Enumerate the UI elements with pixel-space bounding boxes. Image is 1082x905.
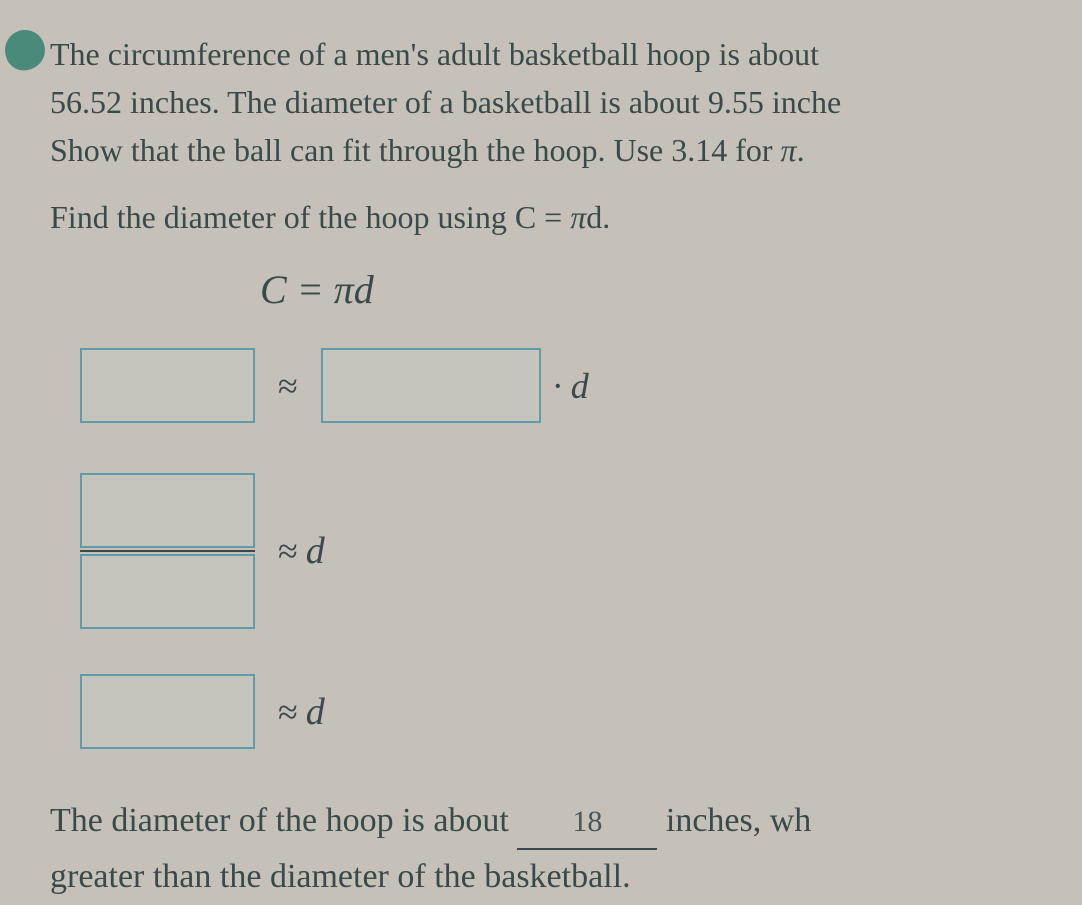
pi-symbol: π: [781, 132, 797, 168]
result-row: ≈ d: [80, 674, 1062, 749]
approx-3: ≈: [278, 691, 298, 733]
problem-line2: 56.52 inches. The diameter of a basketba…: [50, 84, 841, 120]
d-var-3: d: [306, 690, 325, 734]
conclusion-part3: greater than the diameter of the basketb…: [50, 858, 631, 895]
math-work-area: C = πd ≈ · d ≈ d ≈ d: [80, 266, 1062, 749]
formula-d: d: [354, 267, 374, 312]
problem-line1: The circumference of a men's adult baske…: [50, 36, 819, 72]
formula-pi: π: [334, 267, 354, 312]
fraction-line: [80, 550, 255, 552]
fraction-box: [80, 473, 255, 629]
instruction-text: Find the diameter of the hoop using C = …: [50, 199, 1062, 236]
input-denominator[interactable]: [80, 554, 255, 629]
conclusion-text: The diameter of the hoop is about 18 inc…: [50, 794, 1062, 905]
pi-symbol-2: π: [570, 199, 586, 235]
input-circumference[interactable]: [80, 348, 255, 423]
problem-line3: Show that the ball can fit through the h…: [50, 132, 781, 168]
instruction-suffix: d.: [586, 199, 610, 235]
formula-display: C = πd: [260, 266, 374, 313]
d-var-1: d: [571, 366, 589, 406]
input-pi-value[interactable]: [321, 348, 541, 423]
answer-blank[interactable]: 18: [517, 794, 657, 850]
formula-row: C = πd: [80, 266, 1062, 313]
conclusion-part1: The diameter of the hoop is about: [50, 802, 517, 839]
problem-badge: [1, 26, 50, 75]
conclusion-part2: inches, wh: [657, 802, 811, 839]
approx-1: ≈: [278, 365, 298, 407]
approx-2: ≈: [278, 530, 298, 572]
substitution-row: ≈ · d: [80, 348, 1062, 423]
dot-d-1: · d: [553, 365, 589, 407]
problem-statement: The circumference of a men's adult baske…: [50, 30, 1062, 174]
dot-symbol: ·: [553, 366, 562, 406]
period: .: [797, 132, 805, 168]
instruction-prefix: Find the diameter of the hoop using C =: [50, 199, 570, 235]
formula-eq: =: [297, 267, 324, 312]
input-numerator[interactable]: [80, 473, 255, 548]
formula-c: C: [260, 267, 287, 312]
division-row: ≈ d: [80, 473, 1062, 629]
input-result[interactable]: [80, 674, 255, 749]
d-var-2: d: [306, 529, 325, 573]
handwritten-answer: 18: [572, 805, 602, 838]
